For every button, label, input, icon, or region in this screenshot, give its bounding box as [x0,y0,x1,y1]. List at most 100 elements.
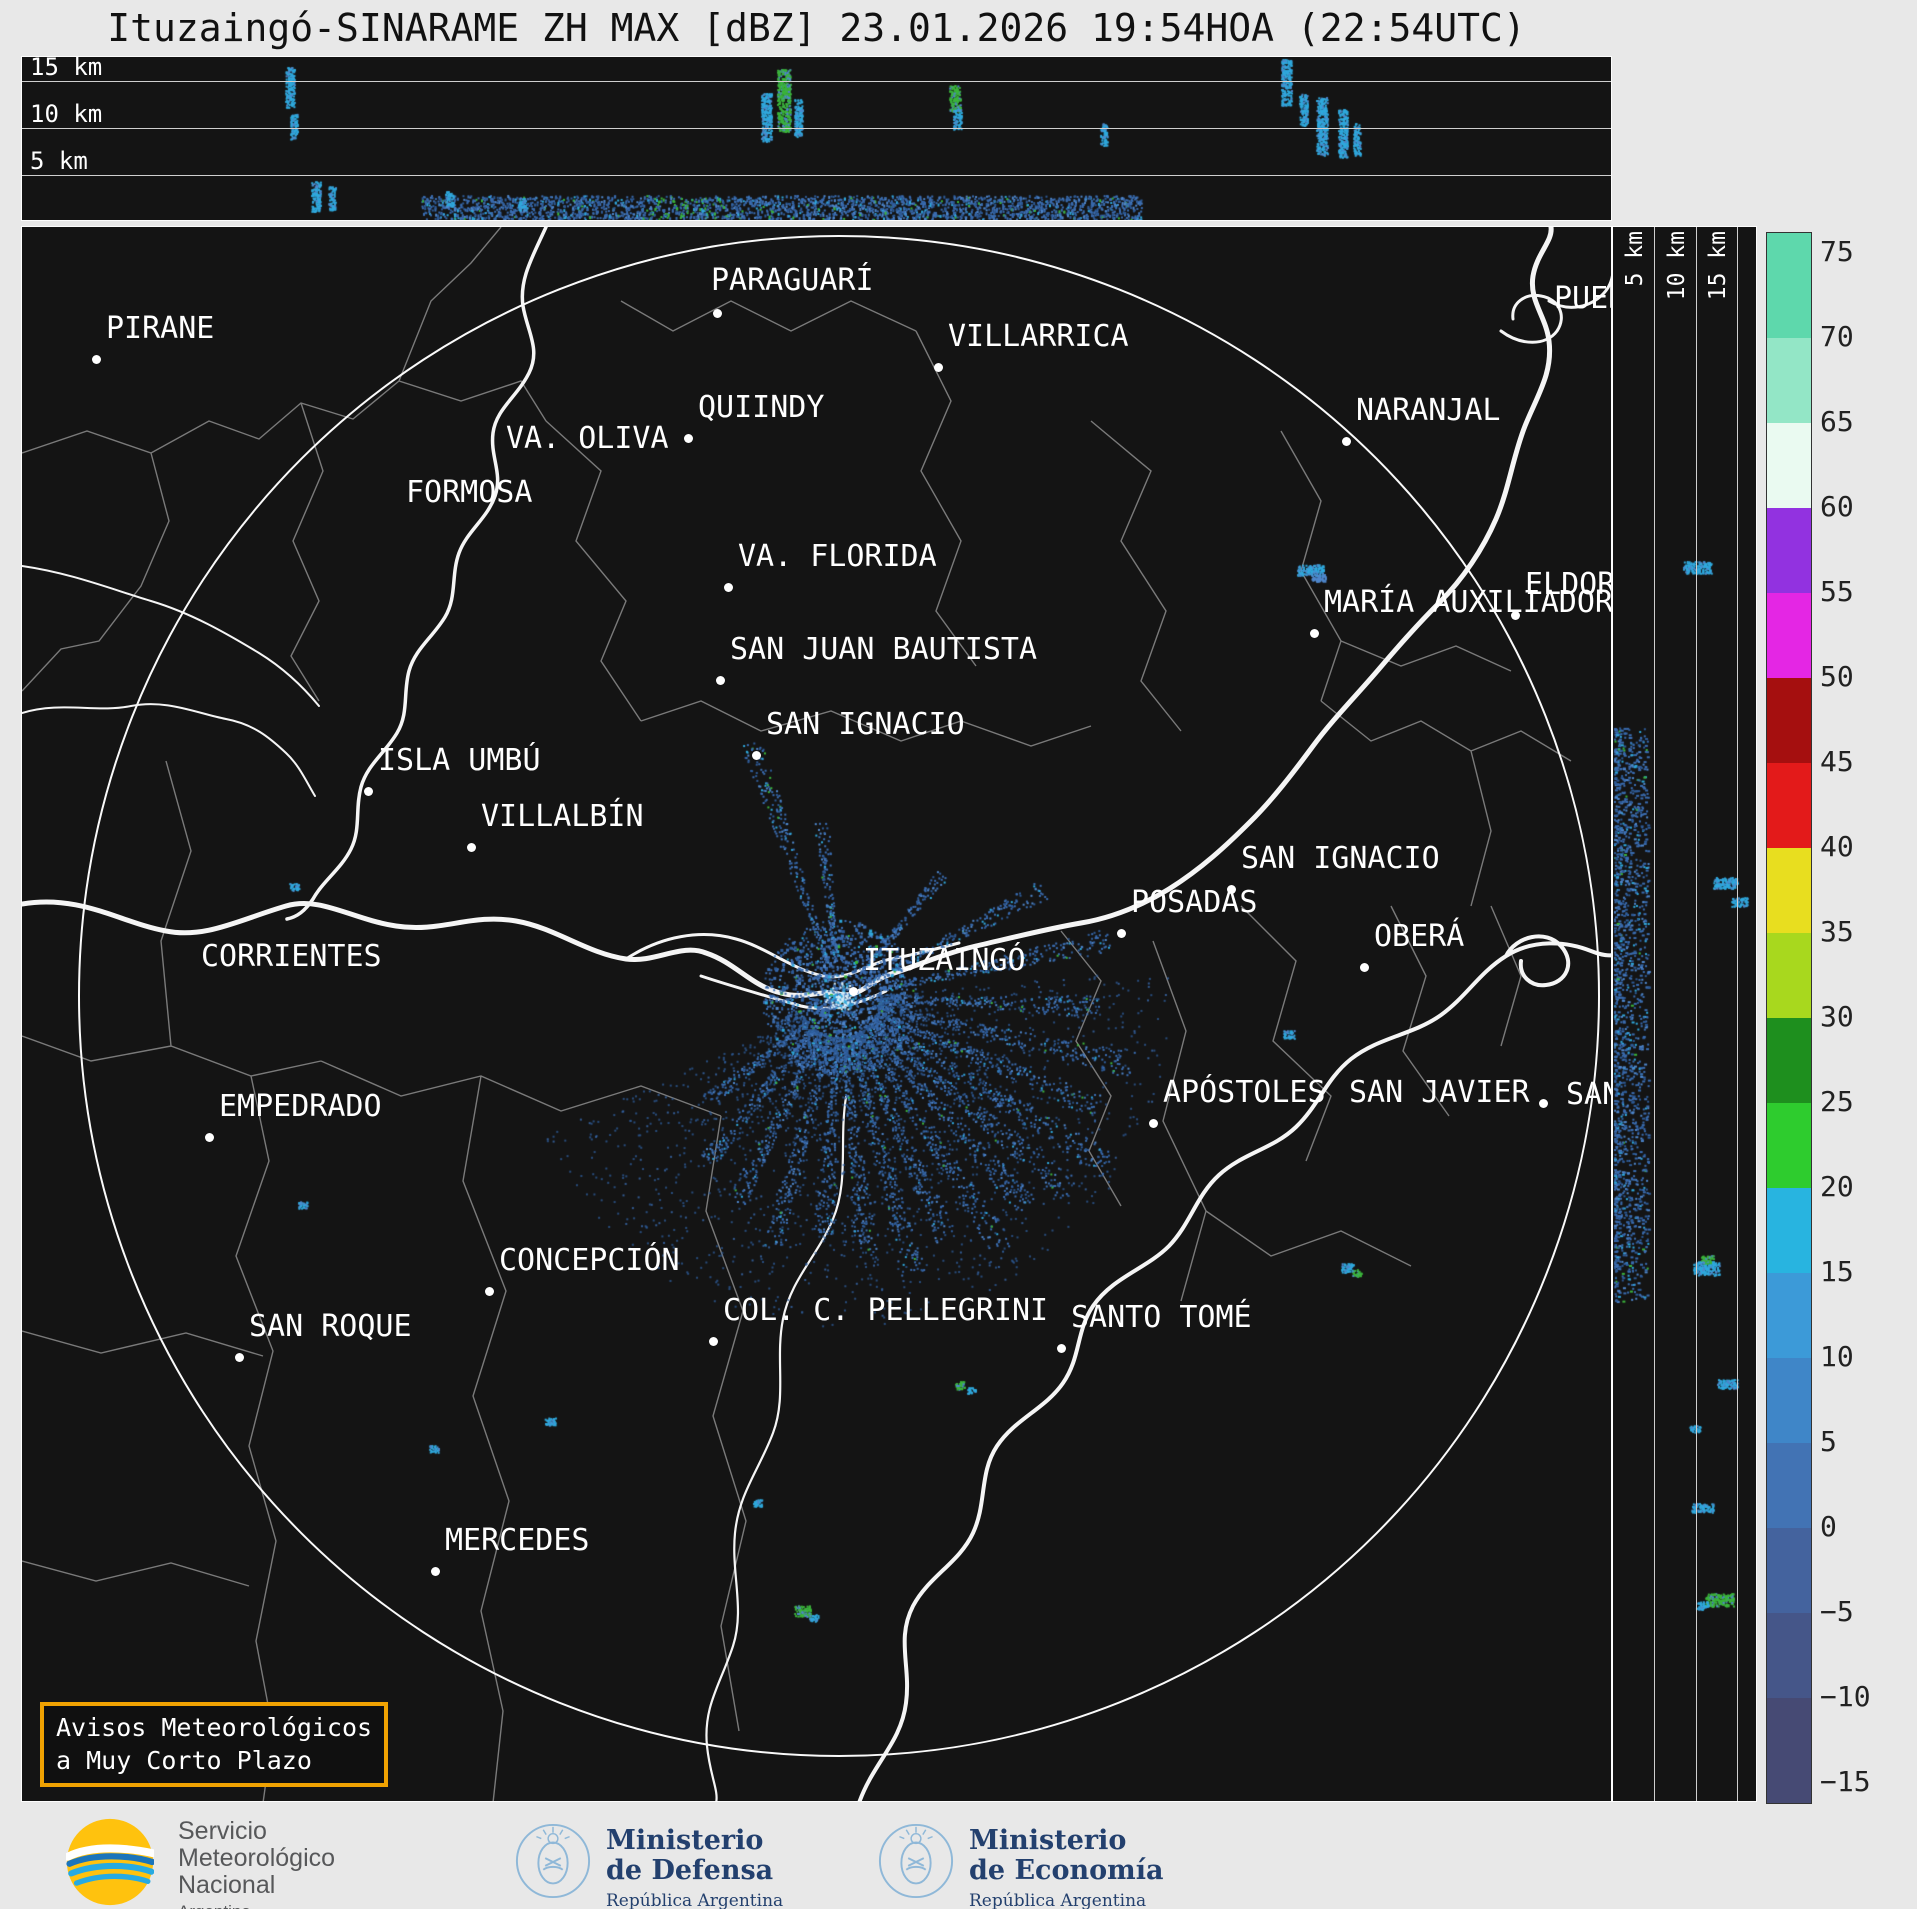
page-title: Ituzaingó-SINARAME ZH MAX [dBZ] 23.01.20… [107,6,1526,50]
city-label: NARANJAL [1356,393,1501,428]
city-marker [364,787,373,796]
colorbar-segment [1767,1188,1811,1274]
colorbar-tick-label: 45 [1820,745,1854,778]
city-marker [1539,1099,1548,1108]
economia-coat-of-arms [878,1823,954,1899]
altitude-line [22,174,1611,176]
ministry-subtitle: República Argentina [606,1891,784,1909]
city-marker [485,1287,494,1296]
altitude-line [22,80,1611,82]
colorbar-segment [1767,1613,1811,1699]
alert-box-line: a Muy Corto Plazo [56,1745,312,1775]
city-label: VA. OLIVA [506,421,669,456]
city-marker [235,1353,244,1362]
colorbar-segment [1767,1783,1811,1803]
city-marker [713,309,722,318]
city-label: SANTO TOMÉ [1071,1300,1252,1335]
smn-country-label: Argentina [178,1902,335,1909]
city-marker [1360,963,1369,972]
colorbar-tick-label: 5 [1820,1425,1837,1458]
colorbar [1766,232,1812,1804]
city-label: PARAGUARÍ [711,263,874,298]
city-label: APÓSTOLES [1163,1075,1326,1110]
ministry-subtitle: República Argentina [969,1891,1147,1909]
colorbar-segment [1767,508,1811,594]
colorbar-segment [1767,933,1811,1019]
altitude-label: 10 km [30,99,103,128]
city-label: VA. FLORIDA [738,539,937,574]
colorbar-segment [1767,1103,1811,1189]
ministry-title-line: de Defensa [606,1855,774,1886]
colorbar-segment [1767,1358,1811,1444]
city-marker [1117,929,1126,938]
city-marker [1310,629,1319,638]
city-label: SAN IGNACIO [1241,841,1440,876]
radar-echo-canvas [22,227,1611,1801]
height-line [1654,227,1656,1801]
ministry-title-line: Ministerio [969,1825,1127,1856]
city-marker [1342,437,1351,446]
city-label: SAN ROQUE [249,1309,412,1344]
colorbar-tick-label: 20 [1820,1170,1854,1203]
colorbar-tick-label: 30 [1820,1000,1854,1033]
city-marker [684,434,693,443]
height-label: 15 km [1705,231,1732,301]
colorbar-segment [1767,763,1811,849]
colorbar-tick-label: 65 [1820,405,1854,438]
city-label: SAN IGNACIO [766,707,965,742]
height-line [1737,227,1739,1801]
city-marker [467,843,476,852]
smn-wordmark-line: Servicio [178,1817,267,1845]
city-label: EMPEDRADO [219,1089,382,1124]
city-label: OBERÁ [1374,919,1465,954]
colorbar-segment [1767,338,1811,424]
height-line [1695,227,1697,1801]
city-marker [1227,885,1236,894]
city-label: SAN JUAN BAUTISTA [730,632,1038,667]
side-cross-section-panel: 5 km 10 km 15 km [1612,226,1757,1802]
defensa-wordmark: Ministerio de Defensa República Argentin… [606,1826,783,1909]
city-label: MARÍA AUXILIADORA [1324,585,1612,620]
colorbar-tick-label: 10 [1820,1340,1854,1373]
city-marker [849,987,858,996]
colorbar-segment [1767,1018,1811,1104]
city-marker [1057,1344,1066,1353]
city-label: PUERTO [1554,281,1611,316]
height-label: 10 km [1663,231,1690,301]
defensa-coat-of-arms [515,1823,591,1899]
city-label: PIRANE [106,311,215,346]
colorbar-segment [1767,1698,1811,1784]
colorbar-tick-label: −5 [1820,1595,1854,1628]
colorbar-tick-label: −10 [1820,1680,1871,1713]
altitude-label: 5 km [30,146,88,175]
city-label: VILLALBÍN [481,799,644,834]
smn-wordmark-line: Nacional [178,1871,276,1899]
city-marker [709,1337,718,1346]
colorbar-segment [1767,233,1811,253]
city-marker [431,1567,440,1576]
city-marker [1511,611,1520,620]
colorbar-segment [1767,593,1811,679]
colorbar-segment [1767,848,1811,934]
top-cross-section-panel: 15 km 10 km 5 km [21,56,1612,221]
altitude-label: 15 km [30,56,103,81]
city-marker [724,583,733,592]
colorbar-segment [1767,1443,1811,1529]
side-echo-canvas [1613,227,1756,1801]
colorbar-tick-label: 35 [1820,915,1854,948]
city-marker [752,751,761,760]
city-label: COL. C. PELLEGRINI [723,1293,1049,1328]
city-marker [716,676,725,685]
smn-logo [66,1818,154,1906]
top-echo-canvas [22,57,1611,220]
city-label: CORRIENTES [201,939,382,974]
city-label: ISLA UMBÚ [378,743,541,778]
city-label: FORMOSA [406,475,533,510]
colorbar-tick-label: 55 [1820,575,1854,608]
footer: Servicio Meteorológico Nacional Argentin… [0,1812,1917,1909]
colorbar-tick-label: 15 [1820,1255,1854,1288]
ministry-title-line: Ministerio [606,1825,764,1856]
city-label: ELDORADO [1525,567,1611,602]
colorbar-tick-label: 70 [1820,320,1854,353]
